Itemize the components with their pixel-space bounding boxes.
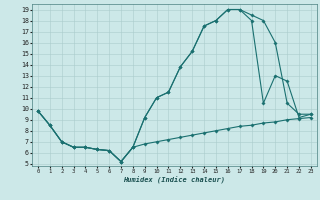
X-axis label: Humidex (Indice chaleur): Humidex (Indice chaleur) bbox=[124, 176, 225, 184]
